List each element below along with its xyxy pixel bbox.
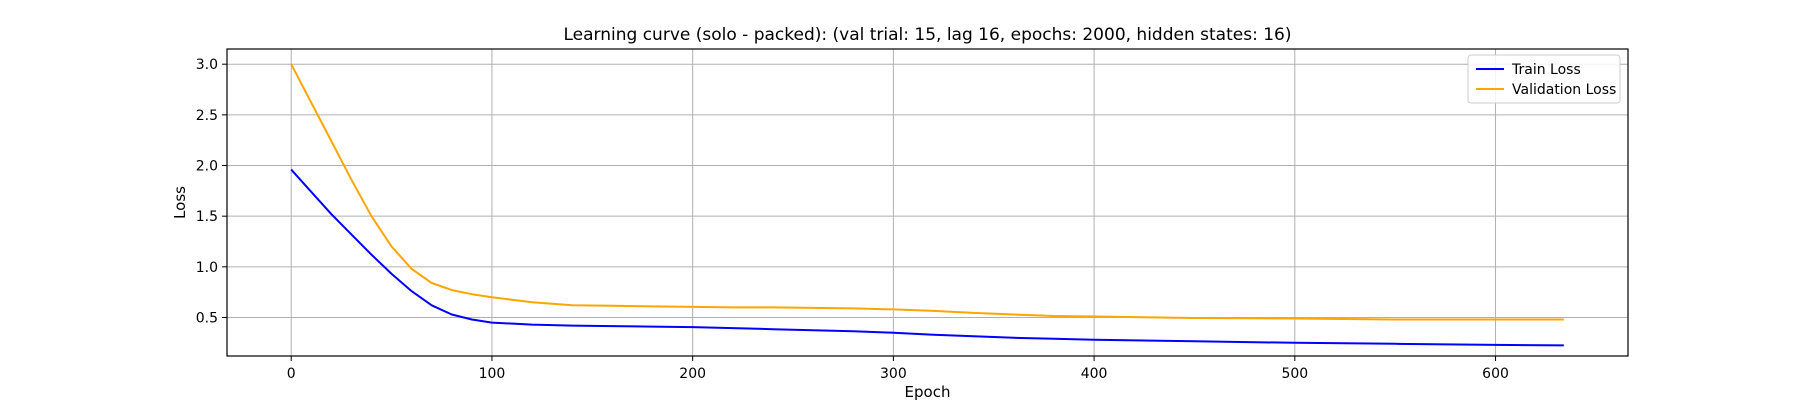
x-axis-label: Epoch — [905, 383, 951, 400]
y-axis-ticks: 0.5 1.0 1.5 2.0 2.5 3.0 — [196, 57, 227, 326]
y-tick-label: 2.0 — [196, 159, 218, 175]
series-line-validation-loss — [290, 63, 1564, 321]
y-axis-label: Loss — [171, 186, 189, 219]
legend-box — [1467, 54, 1621, 104]
y-tick-label: 1.5 — [196, 209, 218, 225]
legend-label-train-loss: Train Loss — [1511, 62, 1581, 78]
y-tick-label: 0.5 — [196, 310, 218, 326]
legend: Train Loss Validation Loss — [1467, 54, 1621, 104]
y-tick-label: 2.5 — [196, 108, 218, 124]
x-tick-label: 500 — [1281, 366, 1308, 382]
x-tick-label: 100 — [479, 366, 506, 382]
x-tick-label: 400 — [1081, 366, 1108, 382]
series-line-train-loss — [290, 168, 1564, 347]
x-tick-label: 600 — [1482, 366, 1509, 382]
y-tick-label: 3.0 — [196, 57, 218, 73]
x-tick-label: 200 — [679, 366, 706, 382]
series-layer — [290, 63, 1564, 347]
x-tick-label: 0 — [287, 366, 296, 382]
y-tick-label: 1.0 — [196, 260, 218, 276]
grid — [227, 49, 1628, 356]
legend-label-validation-loss: Validation Loss — [1512, 82, 1616, 98]
plot-frame — [226, 48, 1629, 357]
x-axis-ticks: 0 100 200 300 400 500 600 — [287, 356, 1509, 382]
x-tick-label: 300 — [880, 366, 907, 382]
chart-title: Learning curve (solo - packed): (val tri… — [564, 25, 1292, 45]
